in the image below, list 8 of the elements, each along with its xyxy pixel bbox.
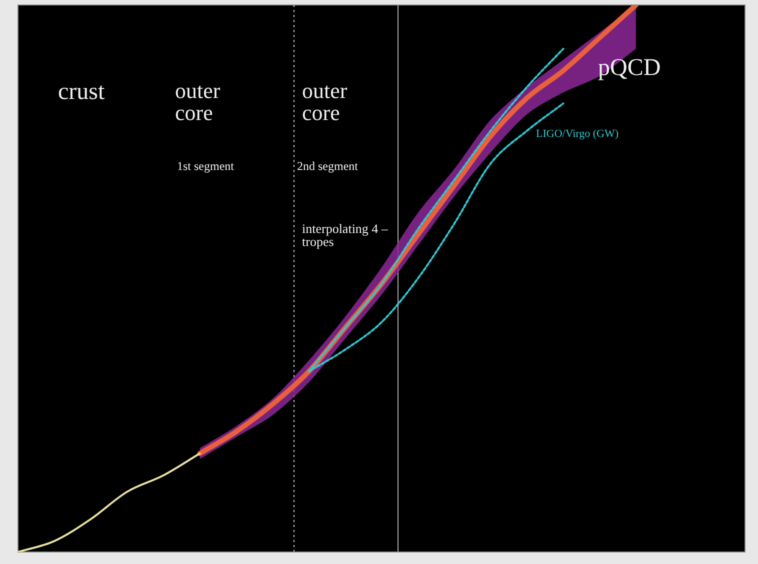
annotation: pQCD (598, 55, 661, 81)
annotation: outer core (302, 78, 348, 125)
annotation: outer core (175, 78, 222, 125)
annotation: 2nd segment (297, 159, 358, 173)
annotation: crust (58, 79, 105, 105)
annotation: 1st segment (177, 159, 234, 173)
series-label: interpolating 4 – tropes (302, 221, 389, 249)
series-label: LIGO/Virgo (GW) (536, 128, 619, 140)
